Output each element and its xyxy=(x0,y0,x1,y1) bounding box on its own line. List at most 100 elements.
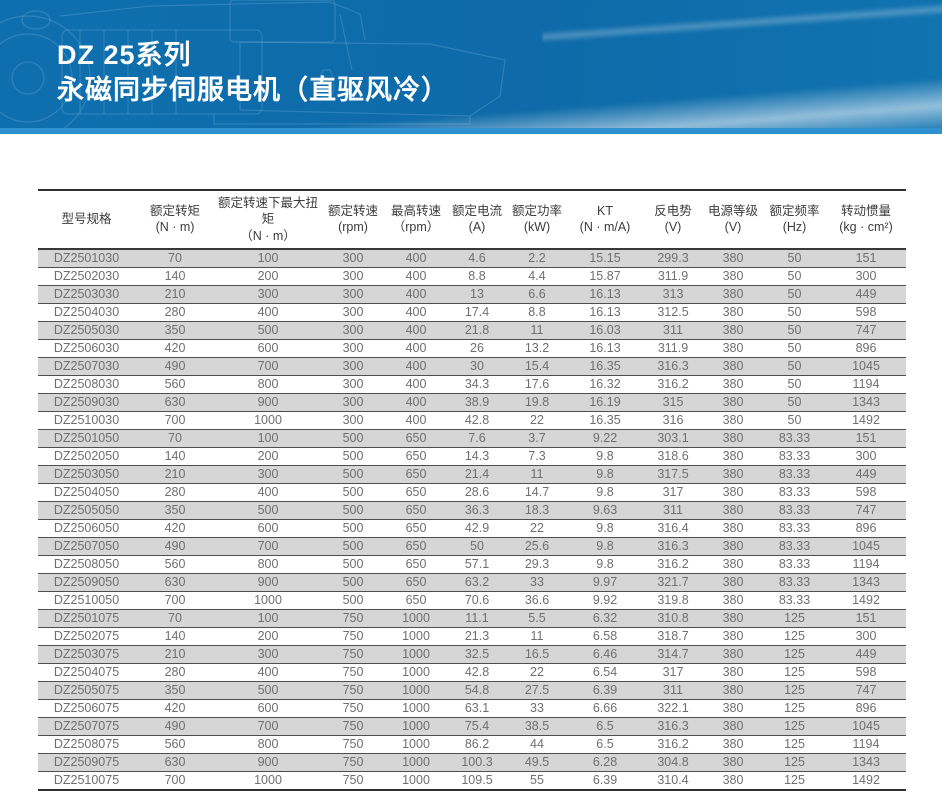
table-cell: 318.7 xyxy=(643,626,703,646)
table-cell: 700 xyxy=(215,716,321,736)
table-cell: 8.8 xyxy=(447,266,507,286)
table-cell: 449 xyxy=(826,284,906,304)
column-header-unit: (rpm) xyxy=(338,220,368,235)
table-cell: 317 xyxy=(643,662,703,682)
table-cell: 380 xyxy=(703,770,763,790)
table-cell: 500 xyxy=(321,482,385,502)
model-cell: DZ2510030 xyxy=(38,410,135,430)
table-cell: 7.3 xyxy=(507,446,567,466)
table-cell: 70 xyxy=(135,428,215,448)
table-cell: 50 xyxy=(447,536,507,556)
table-cell: 200 xyxy=(215,446,321,466)
table-cell: 9.92 xyxy=(567,590,643,610)
table-cell: 9.8 xyxy=(567,482,643,502)
column-header-label: 电源等级 xyxy=(707,204,758,219)
table-cell: 50 xyxy=(763,374,826,394)
table-cell: 34.3 xyxy=(447,374,507,394)
table-cell: 500 xyxy=(321,536,385,556)
table-cell: 400 xyxy=(385,302,447,322)
table-cell: 650 xyxy=(385,590,447,610)
column-header-label: KT xyxy=(597,204,613,219)
table-cell: 1000 xyxy=(385,608,447,628)
table-cell: 300 xyxy=(321,410,385,430)
table-cell: 700 xyxy=(135,410,215,430)
table-cell: 800 xyxy=(215,554,321,574)
table-cell: 100 xyxy=(215,428,321,448)
table-cell: 6.58 xyxy=(567,626,643,646)
column-header: 转动惯量 (kg · cm²) xyxy=(826,190,906,250)
table-cell: 380 xyxy=(703,698,763,718)
column-header-unit: （rpm） xyxy=(392,220,440,235)
table-row: DZ2502050 140 200 500 650 14.3 7.3 9.8 318.6 380 8… xyxy=(38,446,906,466)
table-cell: 400 xyxy=(385,338,447,358)
table-cell: 16.32 xyxy=(567,374,643,394)
table-cell: 311 xyxy=(643,680,703,700)
table-cell: 319.8 xyxy=(643,590,703,610)
table-cell: 400 xyxy=(385,356,447,376)
table-cell: 125 xyxy=(763,662,826,682)
table-cell: 11 xyxy=(507,464,567,484)
table-cell: 140 xyxy=(135,446,215,466)
table-cell: 4.4 xyxy=(507,266,567,286)
table-cell: 380 xyxy=(703,302,763,322)
table-cell: 1000 xyxy=(385,716,447,736)
table-cell: 1000 xyxy=(215,770,321,790)
table-cell: 896 xyxy=(826,338,906,358)
table-cell: 9.8 xyxy=(567,464,643,484)
table-row: DZ2501050 70 100 500 650 7.6 3.7 9.22 303.1 380 83… xyxy=(38,428,906,448)
table-cell: 700 xyxy=(135,590,215,610)
table-cell: 300 xyxy=(826,446,906,466)
table-cell: 29.3 xyxy=(507,554,567,574)
table-row: DZ2508030 560 800 300 400 34.3 17.6 16.32 316.2 3… xyxy=(38,374,906,394)
table-cell: 15.87 xyxy=(567,266,643,286)
column-header-label: 转动惯量 xyxy=(840,204,891,219)
table-cell: 300 xyxy=(321,320,385,340)
table-cell: 50 xyxy=(763,302,826,322)
table-cell: 16.13 xyxy=(567,338,643,358)
table-cell: 1000 xyxy=(385,734,447,754)
table-cell: 500 xyxy=(321,464,385,484)
table-row: DZ2506075 420 600 750 1000 63.1 33 6.66 322.1 380… xyxy=(38,698,906,718)
model-cell: DZ2508030 xyxy=(38,374,135,394)
model-cell: DZ2509050 xyxy=(38,572,135,592)
table-cell: 380 xyxy=(703,500,763,520)
model-cell: DZ2505030 xyxy=(38,320,135,340)
column-header: 反电势 (V) xyxy=(643,190,703,250)
table-cell: 11 xyxy=(507,320,567,340)
model-cell: DZ2506030 xyxy=(38,338,135,358)
table-cell: 750 xyxy=(321,644,385,664)
column-header: 型号规格 xyxy=(38,190,135,250)
table-cell: 380 xyxy=(703,482,763,502)
model-cell: DZ2509075 xyxy=(38,752,135,772)
table-cell: 315 xyxy=(643,392,703,412)
table-cell: 83.33 xyxy=(763,518,826,538)
model-cell: DZ2507030 xyxy=(38,356,135,376)
table-cell: 30 xyxy=(447,356,507,376)
table-cell: 151 xyxy=(826,428,906,448)
table-row: DZ2501030 70 100 300 400 4.6 2.2 15.15 299.3 380 5… xyxy=(38,248,906,268)
table-cell: 380 xyxy=(703,266,763,286)
table-cell: 83.33 xyxy=(763,536,826,556)
table-cell: 17.4 xyxy=(447,302,507,322)
table-cell: 300 xyxy=(215,644,321,664)
column-header: KT (N · m/A) xyxy=(567,190,643,250)
table-cell: 13.2 xyxy=(507,338,567,358)
table-cell: 316.2 xyxy=(643,374,703,394)
table-row: DZ2507050 490 700 500 650 50 25.6 9.8 316.3 380 83… xyxy=(38,536,906,556)
table-row: DZ2502030 140 200 300 400 8.8 4.4 15.87 311.9 380… xyxy=(38,266,906,286)
table-cell: 380 xyxy=(722,251,744,266)
table-cell: 800 xyxy=(215,734,321,754)
table-cell: 650 xyxy=(385,500,447,520)
table-cell: 600 xyxy=(215,518,321,538)
table-cell: 1194 xyxy=(826,554,906,574)
page-title-line1: DZ 25系列 xyxy=(57,40,192,70)
column-header: 额定转速下最大扭矩 （N · m） xyxy=(215,190,321,250)
table-cell: 83.33 xyxy=(763,500,826,520)
table-cell: 6.54 xyxy=(567,662,643,682)
table-cell: 125 xyxy=(763,680,826,700)
table-cell: 650 xyxy=(385,554,447,574)
table-cell: 125 xyxy=(763,626,826,646)
table-cell: 380 xyxy=(703,428,763,448)
table-row: DZ2510050 700 1000 500 650 70.6 36.6 9.92 319.8 3… xyxy=(38,590,906,610)
spec-table: 型号规格 额定转矩 (N · m) 额定转速下最大扭矩 （N · m） 额定转速 (rpm)… xyxy=(38,189,906,791)
